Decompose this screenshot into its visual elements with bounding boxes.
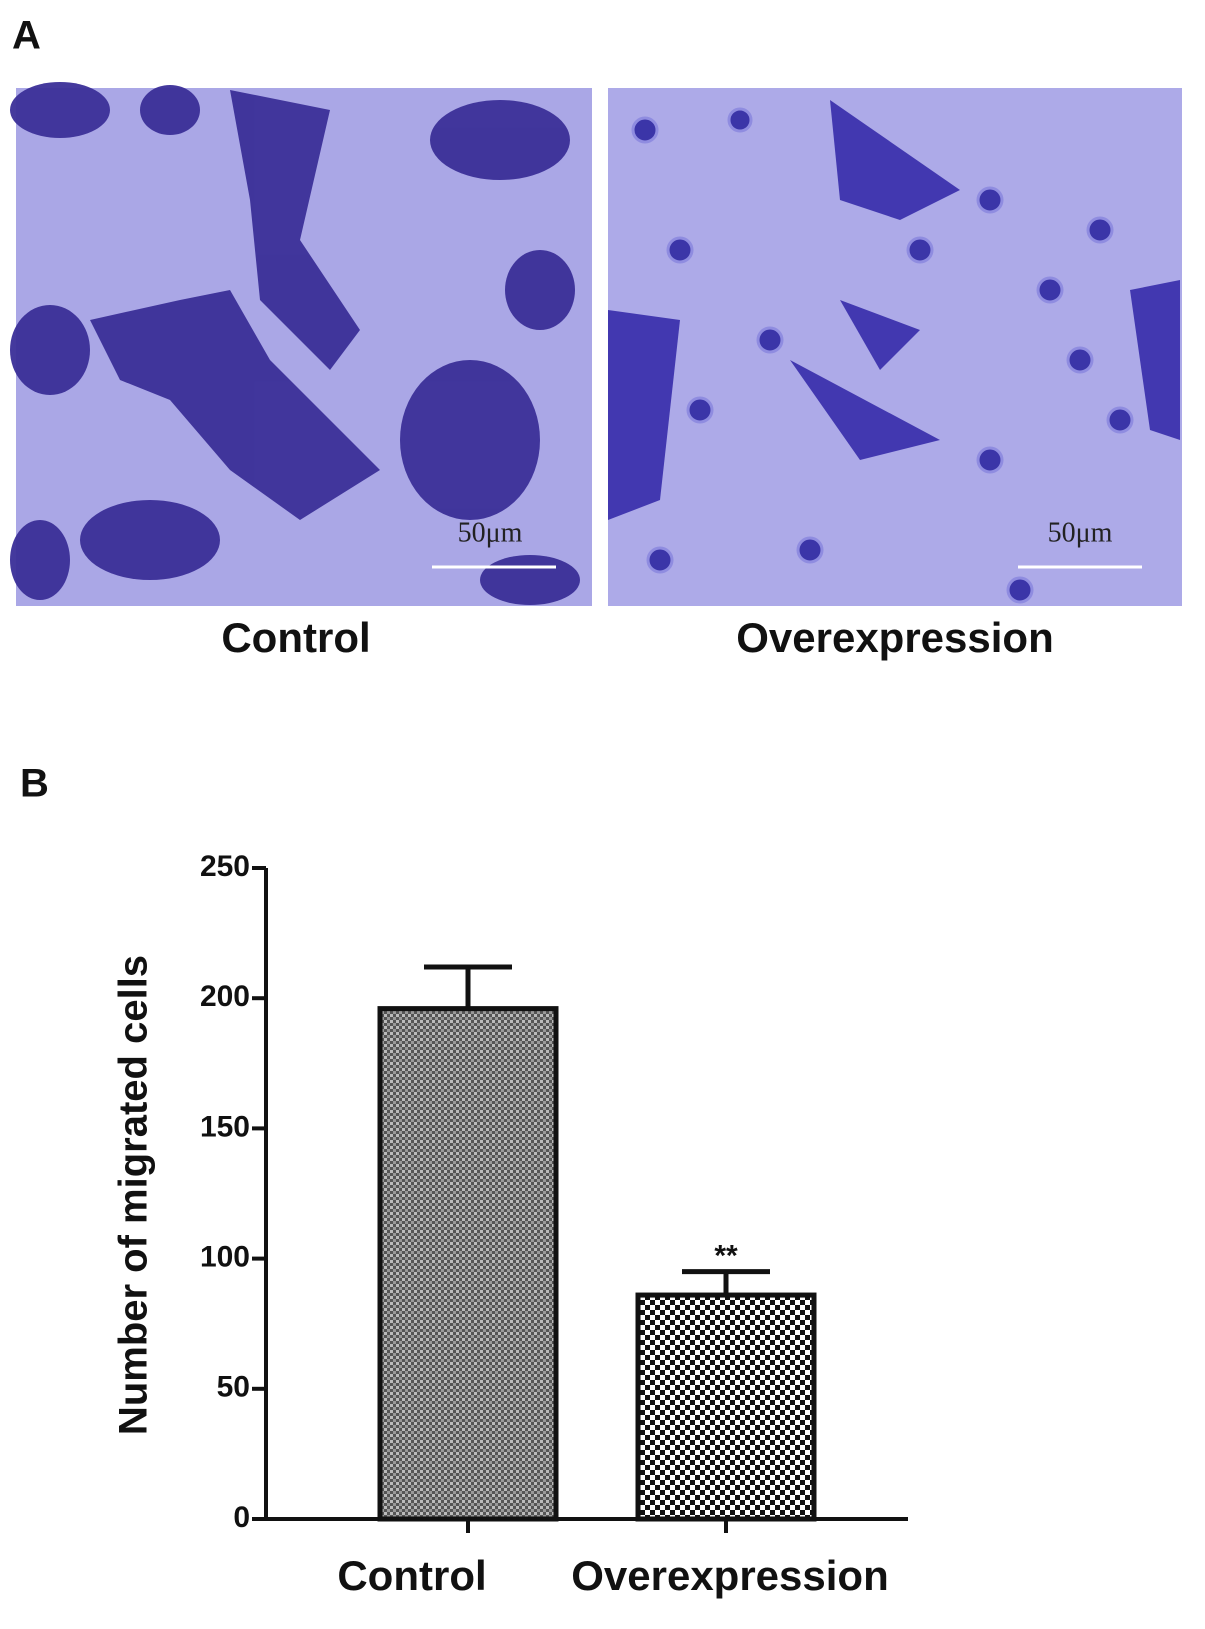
micrograph-caption: Overexpression bbox=[736, 614, 1054, 661]
x-tick-label: Control bbox=[337, 1552, 486, 1599]
y-tick-label: 100 bbox=[200, 1241, 250, 1274]
bar bbox=[635, 1292, 817, 1522]
micrograph: 50μm bbox=[608, 88, 1182, 606]
y-tick-label: 200 bbox=[200, 980, 250, 1013]
y-tick-label: 250 bbox=[200, 850, 250, 883]
y-tick-label: 150 bbox=[200, 1110, 250, 1143]
y-tick-label: 50 bbox=[217, 1371, 250, 1404]
x-tick-label: Overexpression bbox=[571, 1552, 889, 1599]
micrograph: 50μm bbox=[10, 82, 592, 606]
bar bbox=[377, 1006, 559, 1522]
panel-label: A bbox=[12, 14, 41, 58]
y-tick-label: 0 bbox=[233, 1501, 250, 1534]
y-axis-label: Number of migrated cells bbox=[112, 955, 156, 1435]
panel-label: B bbox=[20, 762, 49, 806]
micrograph-caption: Control bbox=[221, 614, 370, 661]
scale-bar-label: 50μm bbox=[1048, 517, 1113, 548]
significance-mark: ** bbox=[714, 1240, 738, 1273]
scale-bar-label: 50μm bbox=[458, 517, 523, 548]
